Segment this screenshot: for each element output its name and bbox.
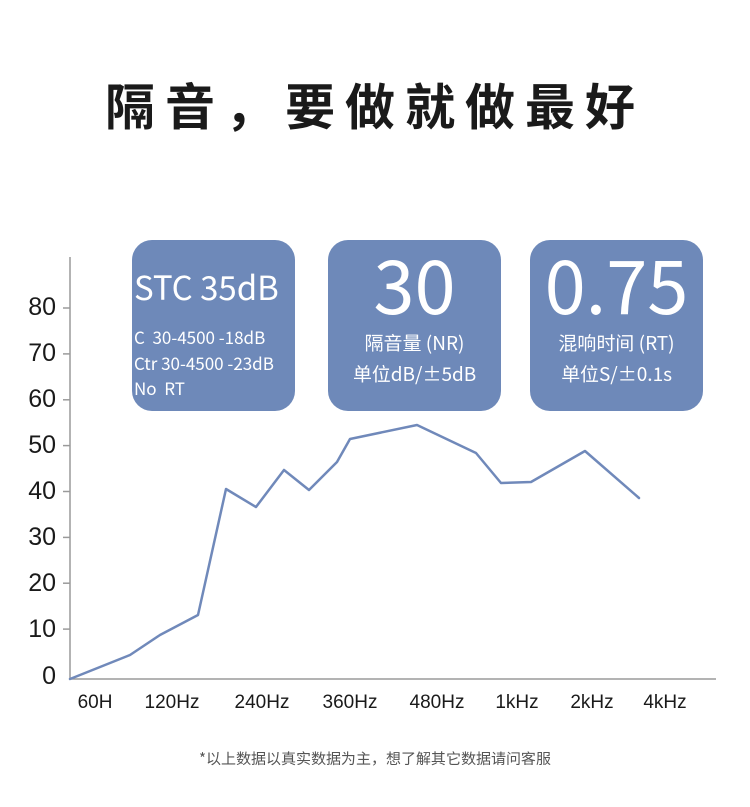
svg-text:60: 60 [28, 385, 56, 413]
svg-text:80: 80 [28, 293, 56, 321]
svg-text:10: 10 [28, 615, 56, 643]
svg-text:120Hz: 120Hz [145, 692, 200, 713]
svg-text:0: 0 [42, 662, 56, 690]
svg-text:240Hz: 240Hz [235, 692, 290, 713]
svg-text:20: 20 [28, 569, 56, 597]
svg-text:40: 40 [28, 477, 56, 505]
svg-text:70: 70 [28, 339, 56, 367]
svg-text:360Hz: 360Hz [323, 692, 378, 713]
svg-text:60H: 60H [78, 692, 113, 713]
svg-text:4kHz: 4kHz [643, 692, 686, 713]
svg-text:30: 30 [28, 523, 56, 551]
svg-text:50: 50 [28, 431, 56, 459]
svg-text:480Hz: 480Hz [410, 692, 465, 713]
svg-text:1kHz: 1kHz [495, 692, 538, 713]
svg-text:2kHz: 2kHz [570, 692, 613, 713]
